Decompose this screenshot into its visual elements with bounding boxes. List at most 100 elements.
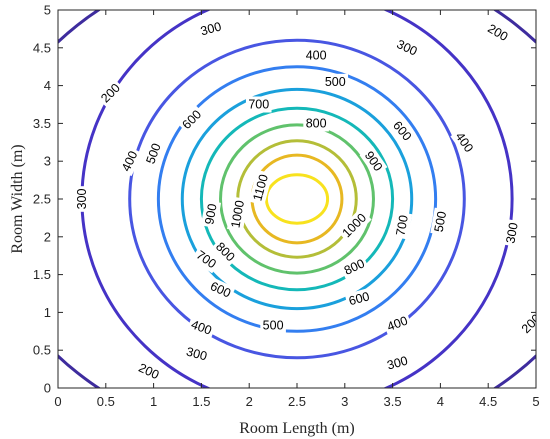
- y-axis-title: Room Width (m): [9, 144, 26, 253]
- contour-label-text: 400: [385, 314, 409, 334]
- contour-label-bg: [516, 309, 536, 339]
- contour-label-300-9: 300: [382, 352, 412, 375]
- y-tick-label: 4: [44, 78, 51, 93]
- contour-label-bg: [303, 47, 329, 64]
- contour-label-400-10: 400: [303, 47, 329, 64]
- contour-label-text: 1100: [250, 173, 270, 203]
- contour-label-text: 300: [199, 19, 223, 38]
- contour-label-1100-33: 1100: [248, 169, 273, 206]
- contour-label-200-1: 200: [482, 19, 513, 47]
- contour-label-text: 400: [306, 48, 327, 62]
- x-tick-label: 1: [150, 394, 157, 409]
- contour-label-500-18: 500: [260, 317, 286, 334]
- contour-label-bg: [359, 146, 388, 177]
- contour-label-1000-31: 1000: [227, 196, 249, 232]
- contour-label-bg: [260, 317, 286, 334]
- contour-label-400-14: 400: [382, 311, 413, 336]
- contour-label-700-23: 700: [245, 96, 272, 113]
- contour-label-text: 900: [202, 203, 219, 226]
- y-axis-ticks: 0 0.5 1 1.5 2 2.5 3 3.5 4 4.5 5: [33, 3, 536, 396]
- y-tick-label: 3.5: [33, 116, 51, 131]
- x-tick-label: 3: [341, 394, 348, 409]
- contour-label-500-15: 500: [322, 73, 349, 90]
- contour-label-800-26: 800: [303, 115, 329, 132]
- contour-labels: 200 200 200 200 300 300 300 300 300 300 400 400 400 4…: [73, 17, 536, 385]
- contour-label-bg: [141, 138, 166, 169]
- contour-label-bg: [337, 208, 372, 243]
- contour-label-text: 700: [248, 98, 269, 112]
- contour-label-200-3: 200: [516, 309, 536, 339]
- contour-label-text: 500: [325, 75, 346, 89]
- contour-label-600-19: 600: [177, 104, 207, 135]
- contour-label-text: 300: [75, 189, 89, 210]
- contour-label-200-2: 200: [133, 358, 164, 385]
- x-tick-label: 0.5: [97, 394, 115, 409]
- contour-label-bg: [344, 287, 374, 310]
- y-tick-label: 0.5: [33, 343, 51, 358]
- contour-line-300: [80, 10, 514, 388]
- contour-label-bg: [191, 245, 222, 274]
- contour-label-bg: [73, 186, 90, 212]
- contour-label-200-0: 200: [95, 78, 126, 108]
- contour-label-text: 500: [263, 318, 284, 332]
- contour-label-bg: [482, 19, 513, 47]
- y-tick-label: 3: [44, 154, 51, 169]
- contour-label-bg: [430, 207, 451, 236]
- contour-label-900-30: 900: [200, 200, 222, 229]
- contour-label-bg: [182, 342, 212, 366]
- contour-label-bg: [227, 196, 249, 232]
- contour-label-bg: [391, 35, 422, 61]
- x-tick-label: 0: [54, 394, 61, 409]
- y-tick-label: 0: [44, 381, 51, 396]
- contour-label-bg: [382, 352, 412, 375]
- contour-label-text: 400: [189, 317, 213, 337]
- contour-label-bg: [387, 116, 417, 146]
- contour-label-text: 300: [385, 354, 409, 373]
- contour-label-600-21: 600: [205, 277, 236, 303]
- contour-line-400: [128, 38, 466, 360]
- contour-label-bg: [177, 104, 207, 135]
- contour-label-bg: [382, 311, 413, 336]
- contour-line-800: [219, 123, 375, 275]
- contour-label-bg: [245, 96, 272, 113]
- contour-label-300-5: 300: [391, 35, 422, 61]
- y-tick-label: 2.5: [33, 192, 51, 207]
- y-tick-label: 4.5: [33, 40, 51, 55]
- contour-label-bg: [196, 17, 226, 40]
- contour-label-900-29: 900: [359, 146, 388, 177]
- contour-label-300-4: 300: [196, 17, 226, 40]
- contour-label-bg: [450, 127, 479, 158]
- x-tick-label: 3.5: [384, 394, 402, 409]
- contour-label-600-20: 600: [387, 116, 417, 146]
- contour-label-text: 600: [347, 289, 371, 308]
- contour-label-bg: [210, 237, 241, 267]
- y-tick-label: 1.5: [33, 267, 51, 282]
- contour-label-800-27: 800: [210, 237, 241, 267]
- contour-label-text: 500: [432, 210, 449, 233]
- contour-label-text: 300: [503, 221, 520, 244]
- contour-label-400-13: 400: [186, 315, 217, 340]
- x-axis-ticks: 0 0.5 1 1.5 2 2.5 3 3.5 4 4.5 5: [54, 10, 540, 409]
- contour-line-500: [156, 65, 438, 333]
- contour-label-500-16: 500: [141, 138, 166, 169]
- contour-label-700-24: 700: [392, 211, 413, 240]
- y-tick-label: 5: [44, 3, 51, 18]
- y-tick-label: 1: [44, 305, 51, 320]
- contour-label-600-22: 600: [344, 287, 374, 310]
- contour-label-800-28: 800: [339, 254, 370, 280]
- x-tick-label: 5: [532, 394, 539, 409]
- x-axis-title: Room Length (m): [239, 420, 355, 437]
- y-tick-label: 2: [44, 229, 51, 244]
- x-tick-label: 2.5: [288, 394, 306, 409]
- x-tick-label: 1.5: [192, 394, 210, 409]
- contour-label-bg: [186, 315, 217, 340]
- contour-label-bg: [117, 146, 143, 177]
- contour-label-bg: [200, 200, 222, 229]
- contour-line-1100: [264, 173, 330, 225]
- x-tick-label: 2: [246, 394, 253, 409]
- contour-label-text: 800: [306, 116, 327, 130]
- contour-line-700: [199, 106, 395, 292]
- contour-label-bg: [303, 115, 329, 132]
